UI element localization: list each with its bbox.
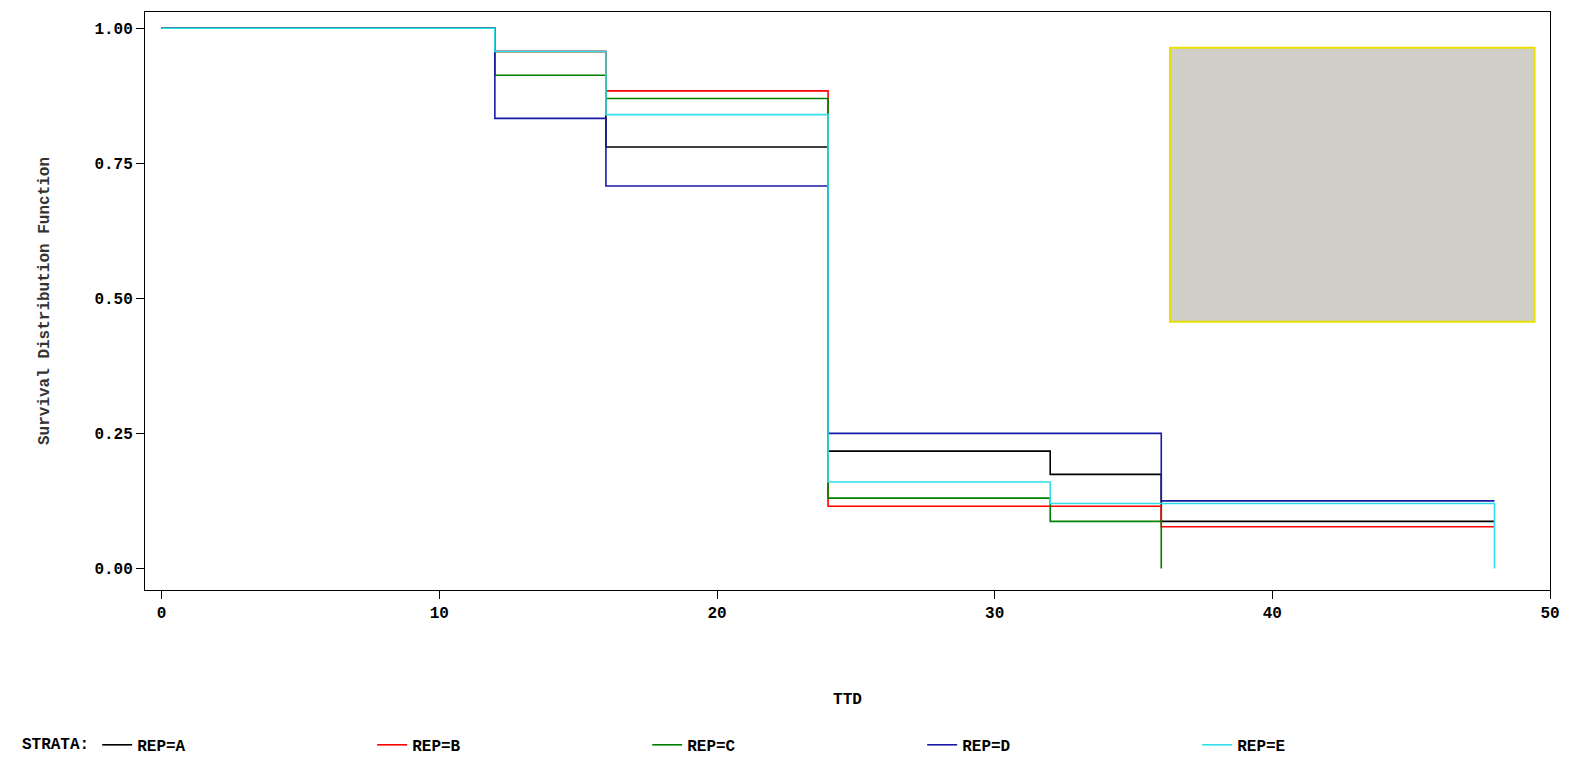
svg-text:0.00: 0.00: [94, 561, 132, 579]
svg-text:REP=D: REP=D: [962, 738, 1010, 756]
svg-text:REP=B: REP=B: [412, 738, 460, 756]
svg-text:0.25: 0.25: [94, 426, 132, 444]
svg-text:10: 10: [430, 605, 449, 623]
svg-text:REP=A: REP=A: [137, 738, 185, 756]
svg-text:REP=E: REP=E: [1237, 738, 1285, 756]
svg-text:20: 20: [707, 605, 726, 623]
svg-text:0: 0: [157, 605, 167, 623]
svg-text:50: 50: [1540, 605, 1559, 623]
svg-text:REP=C: REP=C: [687, 738, 735, 756]
svg-text:1.00: 1.00: [94, 21, 132, 39]
svg-text:0.50: 0.50: [94, 291, 132, 309]
svg-text:TTD: TTD: [833, 691, 862, 709]
svg-text:Survival Distribution Function: Survival Distribution Function: [36, 157, 54, 445]
svg-text:30: 30: [985, 605, 1004, 623]
svg-text:40: 40: [1263, 605, 1282, 623]
svg-text:STRATA:: STRATA:: [22, 736, 89, 754]
svg-text:0.75: 0.75: [94, 156, 132, 174]
